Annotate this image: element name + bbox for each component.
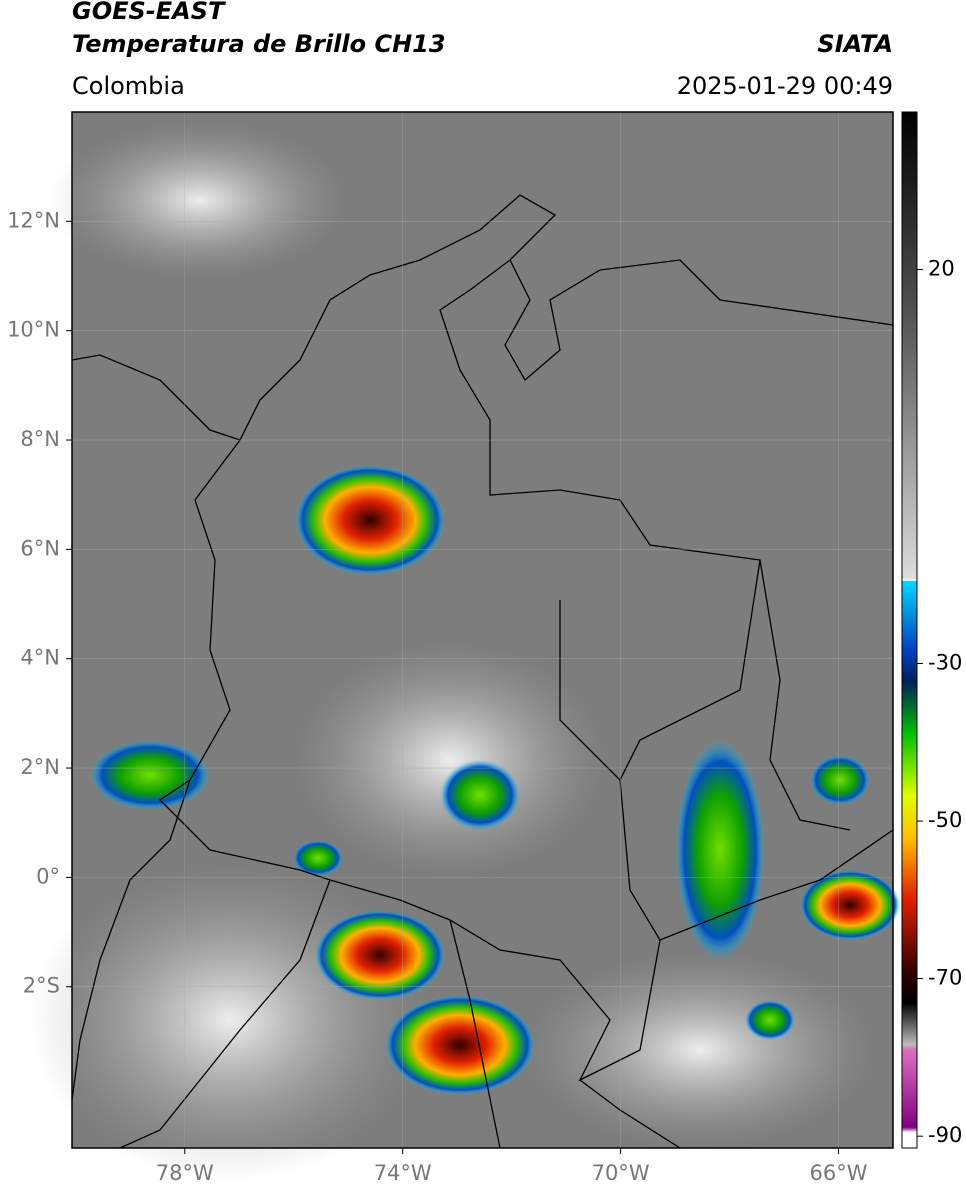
source: SIATA [817,30,893,58]
lon-tick-label: 66°W [810,1161,868,1185]
lat-tick-label: 6°N [20,536,60,560]
lat-tick-label: 2°S [23,974,60,998]
graticule [72,112,893,1148]
lat-tick-label: 4°N [20,646,60,670]
lat-tick-label: 10°N [7,318,60,342]
colorbar-tick-label: -30 [928,650,962,674]
map [30,112,900,1180]
colorbar-tick-label: 20 [928,257,955,281]
region: Colombia [72,72,185,100]
lon-tick-label: 78°W [156,1161,214,1185]
title: GOES-EAST [72,0,226,25]
colorbar-tick-label: -90 [928,1123,962,1147]
lat-tick-label: 2°N [20,755,60,779]
lat-tick-label: 8°N [20,427,60,451]
map-frame [71,111,894,1149]
colorbar [901,111,918,1149]
lat-tick-label: 0° [36,864,60,888]
title: Temperatura de Brillo CH13 [72,30,446,58]
lon-tick-label: 70°W [592,1161,650,1185]
lat-tick-label: 12°N [7,208,60,232]
colorbar-tick-label: -70 [928,966,962,990]
datetime: 2025-01-29 00:49 [677,72,893,100]
lon-tick-label: 74°W [374,1161,432,1185]
colorbar-tick-label: -50 [928,808,962,832]
